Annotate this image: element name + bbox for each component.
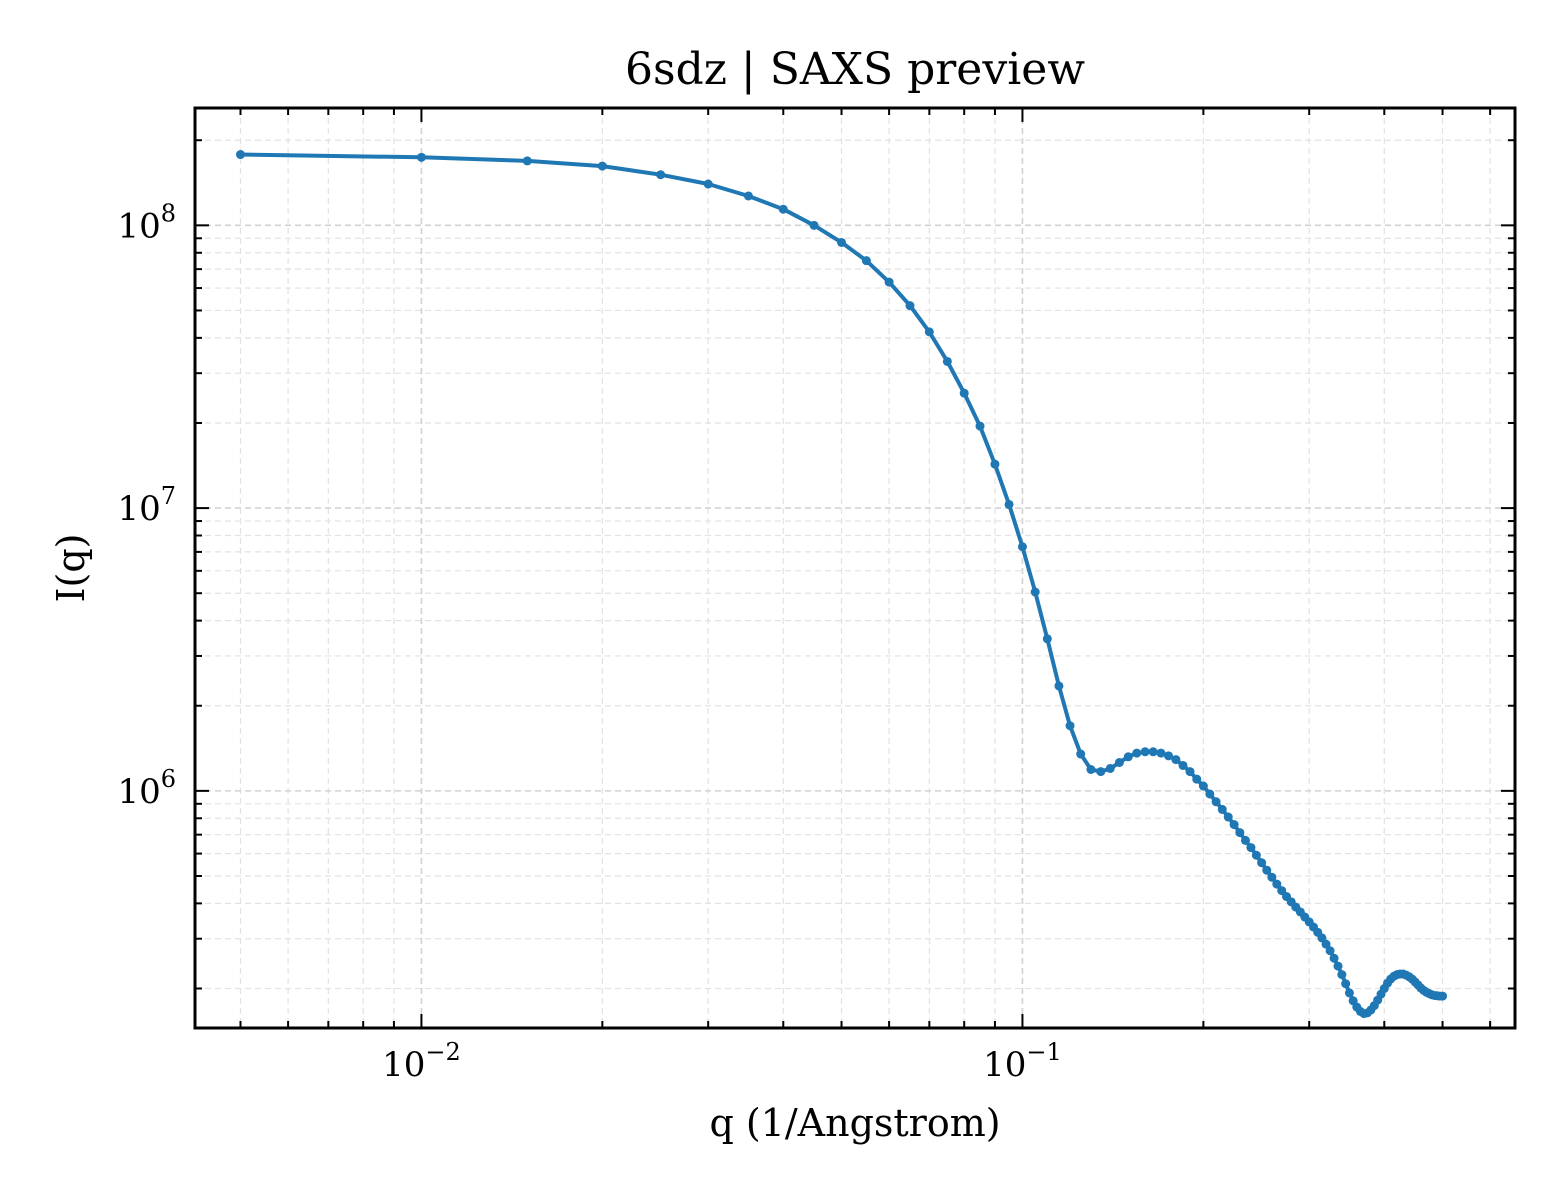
data-point xyxy=(1065,721,1075,731)
data-point xyxy=(1329,953,1339,963)
data-point xyxy=(1333,961,1343,971)
data-point xyxy=(1229,820,1239,830)
data-point xyxy=(656,170,666,180)
data-point xyxy=(959,388,969,398)
data-point xyxy=(1246,843,1256,853)
data-point xyxy=(1321,939,1331,949)
data-point xyxy=(942,356,952,366)
data-point xyxy=(1156,748,1166,758)
data-point xyxy=(975,421,985,431)
data-point xyxy=(1148,747,1158,757)
data-point xyxy=(1042,634,1052,644)
data-point xyxy=(778,204,788,214)
data-point xyxy=(1178,760,1188,770)
data-point xyxy=(1223,812,1233,822)
data-point xyxy=(597,161,607,171)
data-point xyxy=(703,179,713,189)
plot-frame xyxy=(193,106,1517,1030)
chart-title: 6sdz | SAXS preview xyxy=(625,44,1085,95)
data-point xyxy=(416,152,426,162)
y-tick-label: 106 xyxy=(117,765,176,812)
data-point xyxy=(809,220,819,230)
data-point xyxy=(1171,755,1181,765)
data-point xyxy=(1211,797,1221,807)
data-point xyxy=(905,301,915,311)
data-point xyxy=(1054,681,1064,691)
major-grid xyxy=(195,108,1515,1028)
data-point xyxy=(1198,781,1208,791)
data-point xyxy=(1257,858,1267,868)
data-point xyxy=(1132,748,1142,758)
data-point xyxy=(884,277,894,287)
data-point xyxy=(1262,865,1272,875)
data-point xyxy=(1004,499,1014,509)
data-point xyxy=(1438,991,1448,1001)
data-point xyxy=(522,156,532,166)
data-point xyxy=(1164,751,1174,761)
data-point xyxy=(837,237,847,247)
data-point xyxy=(1086,765,1096,775)
data-point xyxy=(990,459,1000,469)
data-point xyxy=(1267,872,1277,882)
data-point xyxy=(1185,767,1195,777)
data-point xyxy=(1235,828,1245,838)
data-point xyxy=(1123,752,1133,762)
data-point xyxy=(1030,587,1040,597)
data-point xyxy=(236,150,246,160)
data-point xyxy=(1272,879,1282,889)
data-point xyxy=(1105,763,1115,773)
data-point xyxy=(1096,767,1106,777)
data-point xyxy=(1114,757,1124,767)
data-point xyxy=(924,327,934,337)
series-layer xyxy=(236,150,1448,1019)
data-point xyxy=(1341,979,1351,989)
data-point xyxy=(1017,542,1027,552)
data-point xyxy=(1076,749,1086,759)
data-point xyxy=(1337,970,1347,980)
data-point xyxy=(1325,946,1335,956)
data-point xyxy=(1192,774,1202,784)
data-point xyxy=(861,256,871,266)
data-point xyxy=(1251,850,1261,860)
data-point xyxy=(1240,835,1250,845)
minor-grid xyxy=(195,108,1515,1028)
data-point xyxy=(1140,747,1150,757)
data-point xyxy=(1205,789,1215,799)
data-point xyxy=(1344,988,1354,998)
y-axis-label: I(q) xyxy=(49,534,93,603)
x-axis-label: q (1/Angstrom) xyxy=(709,1101,1000,1145)
data-point xyxy=(743,191,753,201)
data-point xyxy=(1217,804,1227,814)
